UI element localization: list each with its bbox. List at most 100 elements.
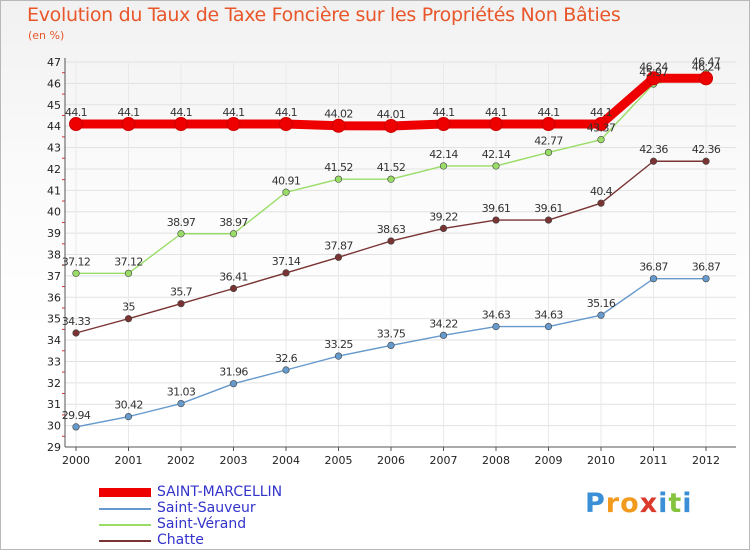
data-label: 46.24 — [639, 60, 668, 73]
y-tick-label: 38 — [47, 249, 61, 262]
data-label: 32.6 — [275, 352, 298, 365]
data-label: 30.42 — [114, 399, 143, 412]
logo-letter: o — [620, 488, 640, 519]
data-label: 42.14 — [482, 148, 511, 161]
data-label: 44.1 — [485, 106, 507, 119]
data-point — [177, 300, 185, 308]
x-tick-label: 2001 — [115, 454, 143, 467]
data-point — [279, 117, 293, 132]
data-point — [121, 117, 136, 132]
x-tick-label: 2006 — [377, 454, 405, 467]
data-point — [702, 157, 710, 165]
data-label: 36.87 — [692, 261, 721, 274]
logo-letter: i — [658, 488, 669, 519]
data-label: 44.1 — [222, 106, 244, 119]
data-point — [72, 269, 80, 277]
data-point — [229, 284, 238, 293]
data-point — [124, 269, 133, 277]
x-tick-label: 2012 — [692, 454, 720, 467]
data-label: 46.24 — [692, 60, 721, 73]
data-point — [177, 230, 185, 238]
y-tick-label: 46 — [47, 77, 61, 90]
data-label: 33.25 — [324, 338, 353, 351]
chart-title: Evolution du Taux de Taxe Foncière sur l… — [27, 4, 621, 26]
logo-letter: i — [682, 488, 693, 519]
data-point — [174, 117, 188, 132]
labels-layer: 44.1 44.1 44.1 44.1 44.1 44.02 44.01 44.1 44.1 44… — [62, 55, 722, 422]
legend-swatch — [99, 540, 151, 542]
x-tick-label: 2007 — [430, 454, 458, 467]
data-label: 45.97 — [639, 66, 668, 79]
data-label: 35.16 — [587, 297, 616, 310]
data-label: 42.77 — [534, 134, 563, 147]
data-point — [387, 237, 395, 245]
data-point — [492, 216, 500, 224]
logo-letter: x — [639, 488, 659, 519]
x-tick-label: 2004 — [272, 454, 300, 467]
data-point — [439, 331, 448, 339]
data-point — [282, 269, 290, 277]
y-tick-label: 39 — [47, 227, 61, 240]
data-label: 39.61 — [482, 202, 511, 215]
y-tick-label: 36 — [47, 291, 61, 304]
y-tick-label: 29 — [47, 441, 61, 454]
y-tick-label: 40 — [47, 206, 61, 219]
y-tick-label: 34 — [47, 334, 61, 347]
axes: 29 30 31 32 33 34 35 36 37 38 39 40 41 42 43 44 45 46 47 20… — [47, 56, 736, 467]
data-point — [597, 199, 605, 207]
data-point — [72, 423, 80, 431]
data-point — [331, 118, 346, 133]
data-label: 38.97 — [167, 216, 196, 229]
data-point — [492, 162, 500, 170]
data-label: 44.1 — [170, 106, 192, 119]
data-point — [72, 329, 80, 337]
data-label: 42.14 — [429, 148, 458, 161]
data-label: 39.61 — [534, 202, 563, 215]
y-tick-label: 42 — [47, 163, 61, 176]
data-point — [649, 275, 658, 283]
logo-letter: P — [585, 488, 606, 519]
data-label: 34.63 — [534, 309, 563, 322]
data-point — [229, 230, 238, 238]
data-label: 37.87 — [324, 239, 353, 252]
data-label: 31.96 — [219, 366, 248, 379]
data-point — [439, 224, 448, 233]
series-layer — [69, 69, 713, 431]
chart-subtitle: (en %) — [28, 29, 65, 42]
data-point — [544, 148, 553, 157]
data-point — [384, 118, 398, 133]
x-tick-label: 2009 — [535, 454, 563, 467]
data-label: 37.12 — [114, 255, 143, 268]
data-label: 44.1 — [65, 106, 87, 119]
legend-label: SAINT-MARCELLIN — [157, 484, 283, 500]
data-point — [699, 71, 713, 86]
data-label: 40.91 — [272, 174, 301, 187]
legend-swatch — [99, 524, 151, 526]
legend-label: Saint-Sauveur — [157, 500, 256, 516]
data-point — [334, 175, 343, 183]
y-tick-label: 41 — [47, 184, 61, 197]
y-tick-label: 37 — [47, 270, 61, 283]
y-tick-label: 33 — [47, 355, 61, 368]
y-tick-label: 31 — [47, 398, 61, 411]
data-label: 31.03 — [167, 386, 196, 399]
y-tick-label: 44 — [47, 120, 61, 133]
data-label: 43.37 — [587, 122, 616, 135]
y-tick-label: 47 — [47, 56, 61, 69]
data-label: 36.87 — [639, 261, 668, 274]
data-label: 37.14 — [272, 255, 301, 268]
data-label: 34.22 — [429, 317, 458, 330]
data-point — [646, 71, 661, 86]
data-label: 34.33 — [62, 315, 91, 328]
data-point — [544, 322, 553, 331]
data-label: 36.41 — [219, 271, 248, 284]
data-point — [594, 117, 608, 132]
data-point — [439, 162, 448, 170]
data-label: 42.36 — [639, 143, 668, 156]
data-point — [649, 157, 658, 165]
data-label: 40.4 — [590, 185, 613, 198]
data-label: 35.7 — [170, 286, 193, 299]
data-point — [69, 117, 83, 132]
data-point — [492, 322, 500, 331]
data-label: 38.97 — [219, 216, 248, 229]
